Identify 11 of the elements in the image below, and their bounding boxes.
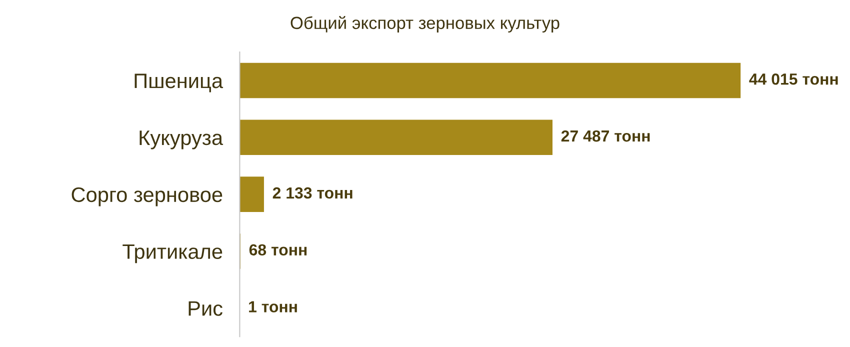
data-label: 1 тонн bbox=[249, 301, 297, 312]
data-label: 27 487 тонн bbox=[561, 130, 650, 142]
y-tick-label: Кукуруза bbox=[140, 130, 224, 150]
data-label: 68 тонн bbox=[249, 244, 307, 256]
y-tick-label: Рис bbox=[188, 301, 222, 316]
y-tick-label: Сорго зерновое bbox=[72, 187, 222, 206]
chart-title: Общий экспорт зерновых культур bbox=[290, 16, 560, 33]
y-tick-label: Пшеница bbox=[134, 74, 224, 92]
y-tick-label: Тритикале bbox=[122, 244, 222, 264]
data-label: 44 015 тонн bbox=[749, 73, 838, 85]
data-label: 2 133 тонн bbox=[272, 187, 352, 199]
